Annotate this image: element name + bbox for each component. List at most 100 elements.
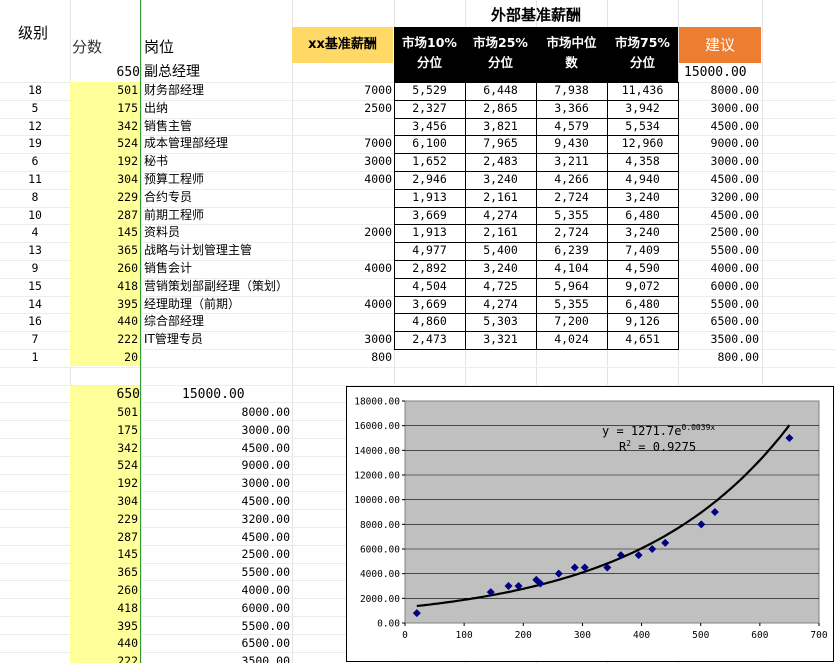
row-med[interactable]: 4,024 — [554, 332, 589, 347]
row-p75[interactable]: 4,651 — [625, 332, 660, 347]
row-med[interactable]: 5,355 — [554, 296, 589, 311]
row-xx-base[interactable]: 4000 — [364, 172, 392, 186]
row-p75[interactable]: 3,942 — [625, 100, 660, 115]
header-external-title[interactable]: 外部基准薪酬 — [490, 6, 581, 24]
lower-row-value[interactable]: 2500.00 — [241, 547, 290, 562]
row-xx-base[interactable]: 3000 — [364, 332, 392, 347]
lower-row-value[interactable]: 4500.00 — [241, 440, 290, 455]
lower-row-value[interactable]: 5500.00 — [241, 565, 290, 580]
row-p25[interactable]: 4,274 — [483, 207, 518, 222]
row-level[interactable]: 8 — [31, 189, 39, 204]
row-xx-base[interactable]: 7000 — [364, 136, 392, 151]
lower-row-score[interactable]: 524 — [117, 458, 138, 473]
row-p25[interactable]: 5,303 — [483, 314, 518, 329]
row-score[interactable]: 395 — [117, 296, 138, 311]
row-med[interactable]: 4,266 — [554, 172, 589, 186]
row-p10[interactable]: 4,504 — [412, 278, 447, 293]
row-level[interactable]: 18 — [28, 83, 42, 97]
row-score[interactable]: 229 — [117, 189, 138, 204]
row-med[interactable]: 7,200 — [554, 314, 589, 329]
row-level[interactable]: 6 — [31, 154, 39, 169]
row-score[interactable]: 192 — [117, 154, 138, 169]
row-med[interactable]: 4,104 — [554, 261, 589, 275]
row-suggest[interactable]: 9000.00 — [710, 136, 759, 151]
row-p25[interactable]: 2,161 — [483, 225, 518, 240]
row-score[interactable]: 304 — [117, 172, 138, 186]
row-score[interactable]: 20 — [124, 350, 138, 364]
row-score[interactable]: 222 — [117, 332, 138, 347]
row-suggest[interactable]: 3200.00 — [710, 189, 759, 204]
row-p75[interactable]: 5,534 — [625, 118, 660, 133]
row-p10[interactable]: 2,892 — [412, 261, 447, 275]
row-med[interactable]: 7,938 — [554, 83, 589, 97]
row-score[interactable]: 524 — [117, 136, 138, 151]
row-p25[interactable]: 4,725 — [483, 278, 518, 293]
lower-row-score[interactable]: 304 — [117, 494, 138, 508]
row-xx-base[interactable]: 800 — [371, 350, 392, 364]
lower-head-score[interactable]: 650 — [116, 387, 140, 402]
top-score[interactable]: 650 — [116, 65, 140, 80]
row-position[interactable]: 前期工程师 — [144, 207, 205, 222]
top-suggest[interactable]: 15000.00 — [684, 65, 747, 80]
row-p10[interactable]: 4,860 — [412, 314, 447, 329]
row-p75[interactable]: 7,409 — [625, 243, 660, 258]
row-level[interactable]: 13 — [28, 243, 42, 258]
row-level[interactable]: 16 — [28, 314, 42, 329]
row-p75[interactable]: 9,072 — [625, 278, 660, 293]
header-p25[interactable]: 市场25% 分位 — [465, 27, 536, 83]
row-suggest[interactable]: 5500.00 — [710, 243, 759, 258]
row-level[interactable]: 19 — [28, 136, 42, 151]
lower-row-value[interactable]: 6500.00 — [241, 636, 290, 651]
row-suggest[interactable]: 4500.00 — [710, 172, 759, 186]
row-p75[interactable]: 3,240 — [625, 225, 660, 240]
lower-row-score[interactable]: 418 — [117, 600, 138, 615]
row-score[interactable]: 342 — [117, 118, 138, 133]
lower-row-score[interactable]: 192 — [117, 476, 138, 491]
lower-row-value[interactable]: 4000.00 — [241, 583, 290, 597]
row-level[interactable]: 12 — [28, 118, 42, 133]
lower-row-score[interactable]: 229 — [117, 511, 138, 526]
row-xx-base[interactable] — [292, 189, 392, 207]
row-position[interactable]: 财务部经理 — [144, 83, 205, 97]
row-p75[interactable]: 4,940 — [625, 172, 660, 186]
row-med[interactable]: 2,724 — [554, 189, 589, 204]
row-level[interactable]: 9 — [31, 261, 39, 275]
row-suggest[interactable]: 4500.00 — [710, 207, 759, 222]
lower-row-score[interactable]: 260 — [117, 583, 138, 597]
row-p25[interactable]: 5,400 — [483, 243, 518, 258]
row-score[interactable]: 440 — [117, 314, 138, 329]
row-suggest[interactable]: 4500.00 — [710, 118, 759, 133]
row-position[interactable]: 资料员 — [144, 225, 181, 240]
lower-row-score[interactable]: 440 — [117, 636, 138, 651]
row-level[interactable]: 1 — [31, 350, 39, 364]
row-score[interactable]: 287 — [117, 207, 138, 222]
row-p75[interactable]: 12,960 — [621, 136, 664, 151]
row-med[interactable]: 4,579 — [554, 118, 589, 133]
row-position[interactable]: 销售主管 — [144, 118, 193, 133]
row-score[interactable]: 365 — [117, 243, 138, 258]
row-suggest[interactable]: 3000.00 — [710, 100, 759, 115]
row-suggest[interactable]: 6500.00 — [710, 314, 759, 329]
row-suggest[interactable]: 3500.00 — [710, 332, 759, 347]
row-med[interactable]: 3,366 — [554, 100, 589, 115]
row-xx-base[interactable] — [292, 313, 392, 331]
row-p25[interactable]: 2,161 — [483, 189, 518, 204]
row-position[interactable]: 预算工程师 — [144, 172, 205, 186]
lower-row-value[interactable]: 9000.00 — [241, 458, 290, 473]
lower-row-value[interactable]: 6000.00 — [241, 600, 290, 615]
row-p10[interactable]: 2,327 — [412, 100, 447, 115]
row-suggest[interactable]: 4000.00 — [710, 261, 759, 275]
header-level[interactable]: 级别 — [18, 24, 49, 42]
row-position[interactable]: 合约专员 — [144, 189, 193, 204]
row-p10[interactable]: 3,669 — [412, 207, 447, 222]
lower-row-score[interactable]: 287 — [117, 529, 138, 544]
row-p25[interactable]: 4,274 — [483, 296, 518, 311]
row-level[interactable]: 7 — [31, 332, 39, 347]
row-suggest[interactable]: 8000.00 — [710, 83, 759, 97]
row-position[interactable]: 营销策划部副经理（策划） — [144, 278, 289, 293]
row-p25[interactable]: 2,483 — [483, 154, 518, 169]
row-position[interactable]: IT管理专员 — [144, 332, 203, 347]
chart-frame[interactable]: 0.00 2000.00 4000.00 6000.00 8000.00 10000.00… — [346, 386, 834, 662]
row-suggest[interactable]: 6000.00 — [710, 278, 759, 293]
row-xx-base[interactable] — [292, 207, 392, 225]
